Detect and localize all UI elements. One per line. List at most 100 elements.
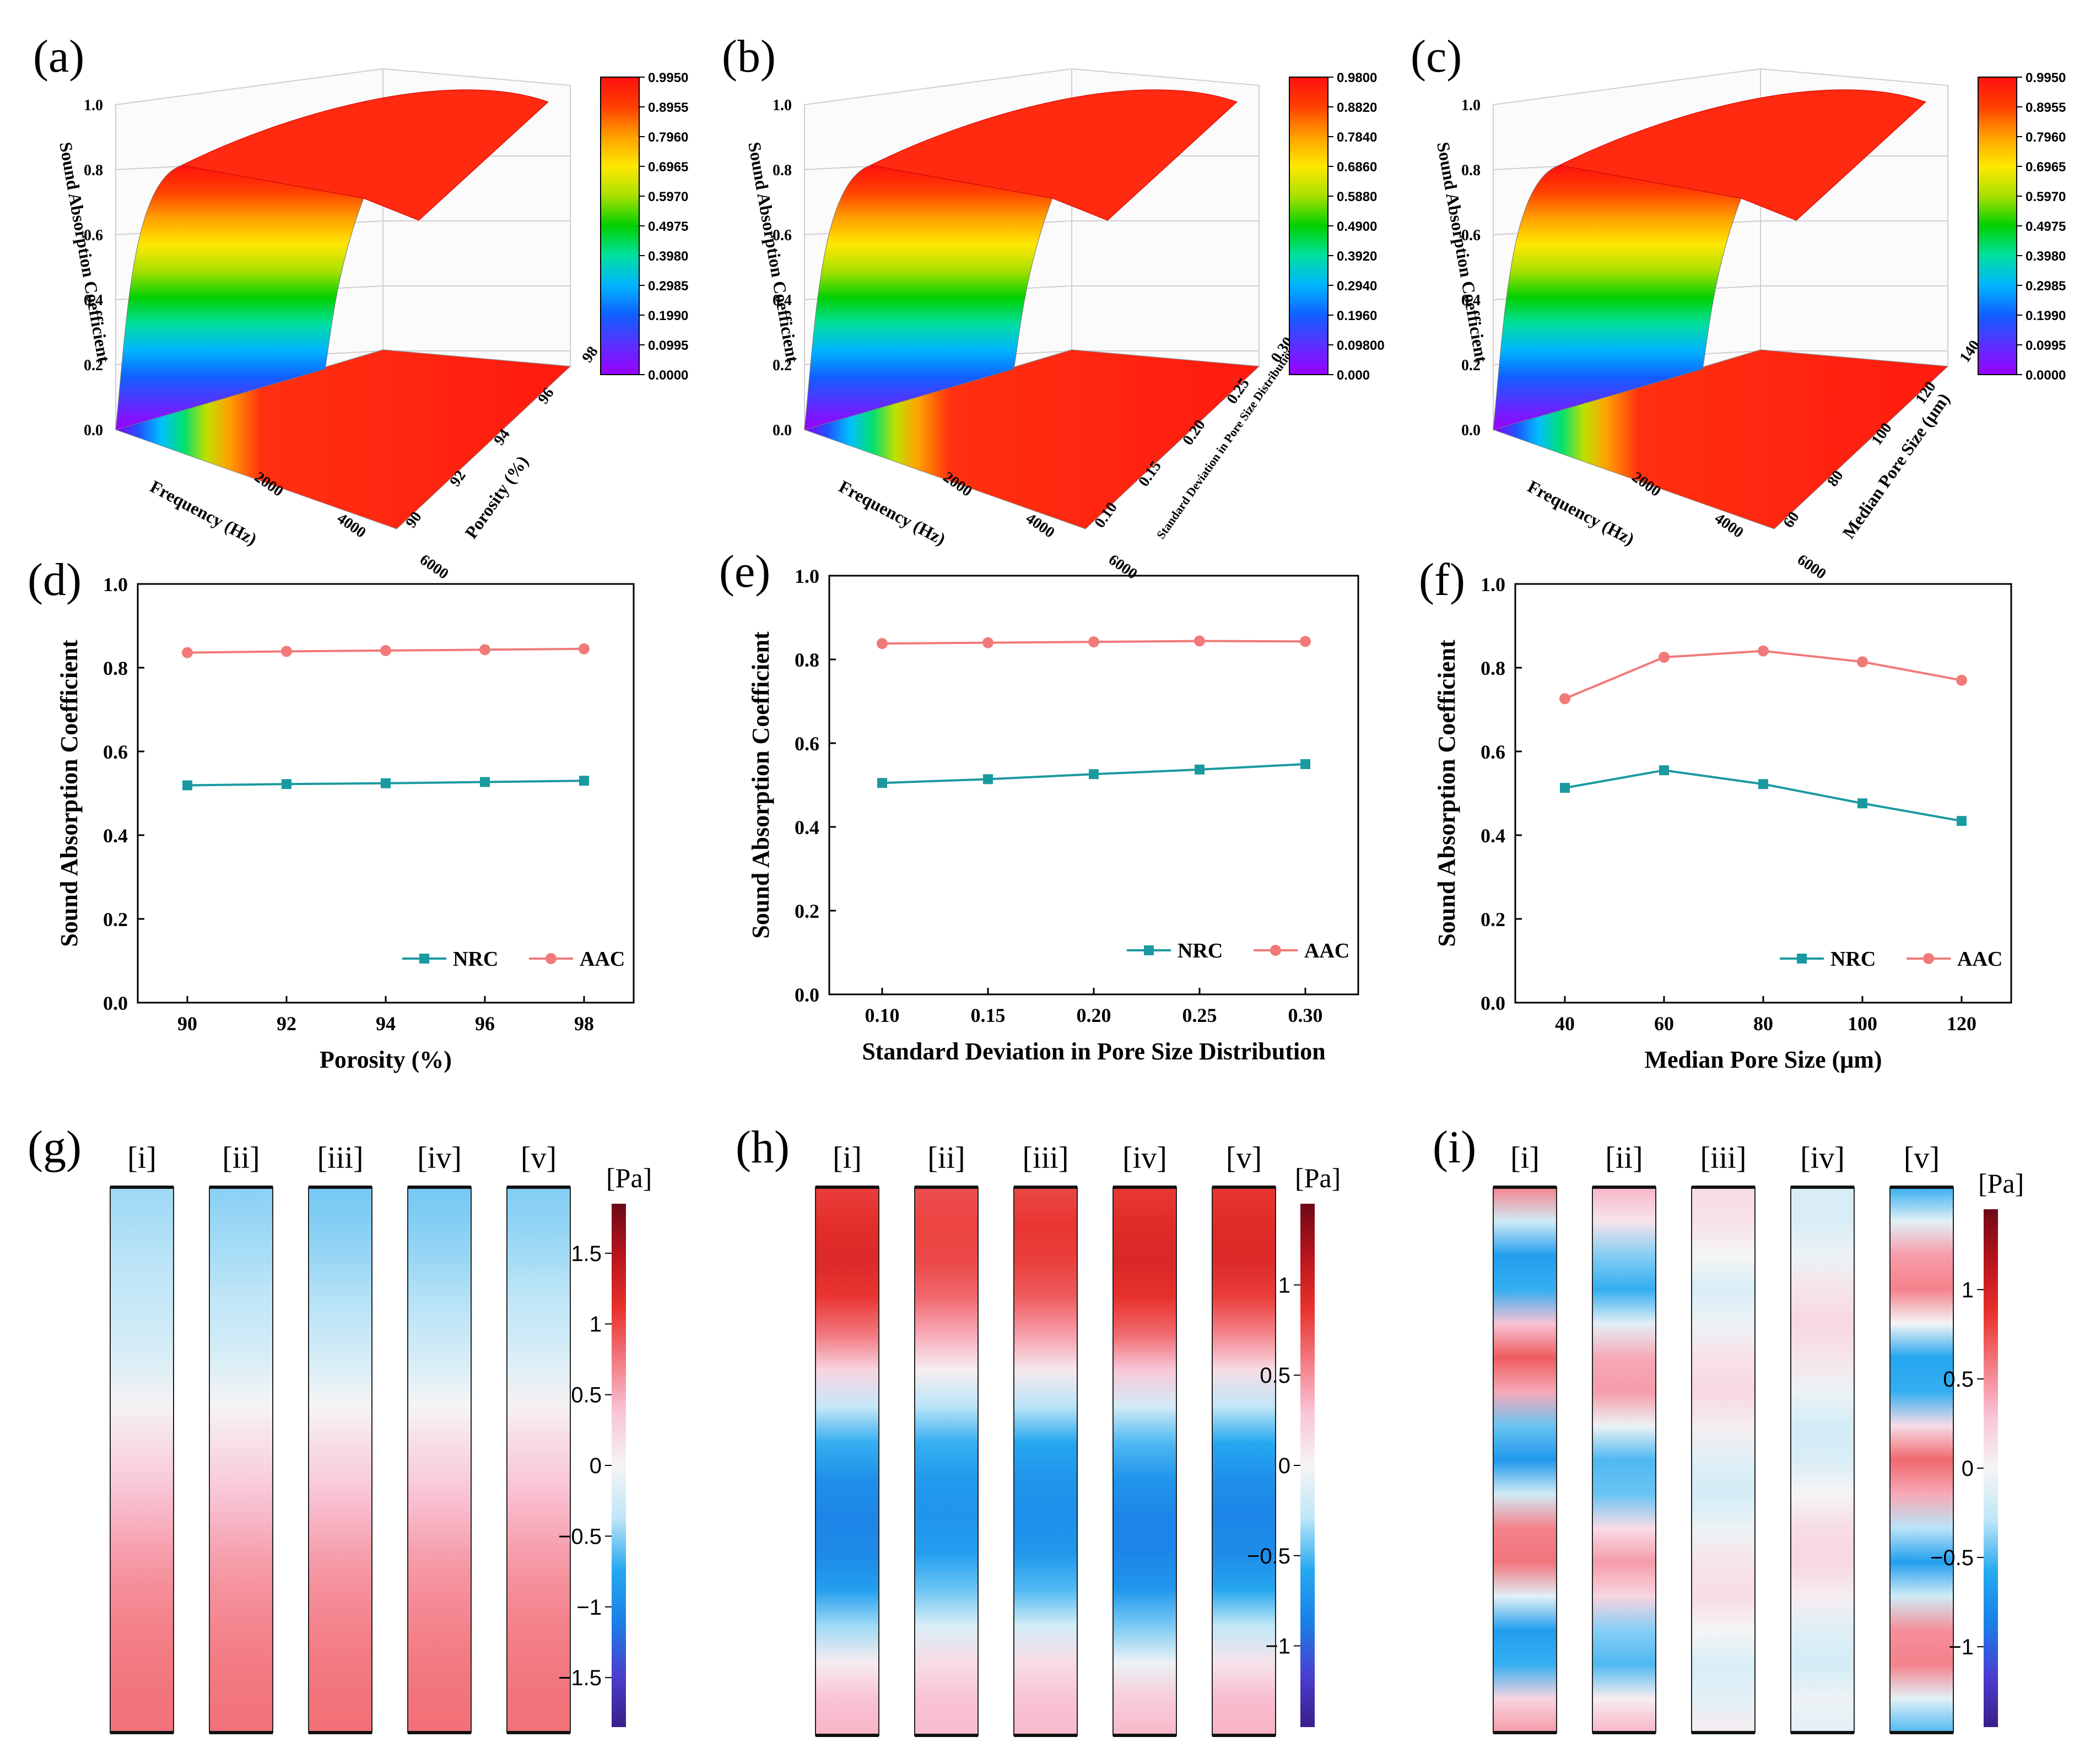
y-tick-label: 0.6 (1481, 741, 1505, 763)
column-label: [iv] (417, 1141, 462, 1175)
column-label: [v] (1904, 1141, 1940, 1175)
column-label: [v] (1226, 1141, 1262, 1175)
column-label: [iii] (1700, 1141, 1747, 1175)
colorbar-tick-label: 0 (590, 1454, 602, 1478)
nrc-marker (1857, 798, 1867, 809)
unit-label: [Pa] (1978, 1168, 2024, 1199)
field-column (506, 1187, 571, 1733)
nrc-line (1564, 769, 1962, 823)
nrc-marker (1089, 769, 1099, 780)
nrc-marker (381, 778, 391, 788)
column-label: [ii] (1605, 1141, 1643, 1175)
colorbar-tick-label: 0 (1962, 1457, 1974, 1481)
colorbar (600, 77, 640, 375)
x-tick-label: 94 (376, 1013, 396, 1035)
x-axis-label: Standard Deviation in Pore Size Distribu… (862, 1038, 1325, 1065)
colorbar-tick-label: 0.7960 (648, 130, 688, 145)
y-tick-label: 0.8 (795, 649, 819, 671)
line-chart-e: (e) 0.0 0.2 0.4 0.6 0.8 1.0 0.10 0.15 0.20 0.25 0.3… (719, 546, 1359, 1065)
colorbar-tick-label: 0.5880 (1337, 190, 1377, 204)
colorbar-tick-label: 0.5 (571, 1383, 602, 1408)
nrc-marker (282, 779, 291, 789)
colorbar (1978, 77, 2017, 375)
colorbar-tick-label: 0.6965 (2026, 160, 2066, 175)
panel-label: (b) (722, 31, 776, 82)
z-tick-label: 0.2 (84, 357, 103, 374)
colorbar-tick-label: 0.9800 (1337, 71, 1377, 85)
x-tick-label: 92 (277, 1013, 296, 1035)
y-tick-label: 1.0 (103, 573, 128, 596)
y-axis-label: Sound Absorption Coefficient (56, 640, 83, 947)
colorbar-tick-label: −0.5 (1247, 1544, 1290, 1568)
y-tick-label: 0.4 (795, 816, 819, 838)
pressure-field-i: (i) [i] [ii] [iii] [iv] [v] [Pa] 1 0.5 0 −0.5 −1 (1433, 1122, 2024, 1734)
colorbar-tick-label: 0.9950 (2026, 71, 2066, 85)
y-tick-label: 0.0 (103, 992, 128, 1014)
colorbar-tick-label: 0.4975 (2026, 219, 2066, 234)
colorbar-tick-label: 0.5970 (2026, 190, 2066, 204)
colorbar-tick-label: 1.5 (571, 1242, 602, 1266)
panel-label: (a) (33, 31, 84, 82)
colorbar-tick-label: −1 (1948, 1635, 1974, 1659)
field-column (1212, 1187, 1276, 1736)
field-column (1592, 1187, 1656, 1733)
surface-wall (804, 165, 1053, 430)
aac-marker (380, 645, 391, 656)
legend-marker (1797, 954, 1807, 964)
x-tick-label: 120 (1947, 1013, 1976, 1035)
legend-label: AAC (1957, 948, 2002, 971)
nrc-marker (983, 774, 993, 784)
panel-label: (e) (719, 546, 770, 597)
z-tick-label: 0.2 (1461, 357, 1481, 374)
legend-label: AAC (1304, 939, 1349, 962)
nrc-marker (877, 778, 887, 788)
nrc-marker (1560, 783, 1570, 793)
aac-line (1564, 650, 1962, 700)
colorbar-tick-label: 0.3980 (2026, 249, 2066, 264)
colorbar-tick-label: −1 (576, 1595, 602, 1620)
x-tick-label: 0.15 (971, 1004, 1006, 1026)
aac-marker (1659, 652, 1670, 663)
colorbar-tick-label: 1 (1962, 1278, 1974, 1302)
x-tick-label: 60 (1654, 1013, 1674, 1035)
field-colorbar (1300, 1204, 1315, 1727)
legend-label: AAC (580, 948, 625, 971)
colorbar-tick-label: 1 (1278, 1273, 1290, 1297)
colorbar-tick-label: −0.5 (558, 1524, 602, 1549)
y-tick-label: 0.0 (1481, 992, 1505, 1014)
x-tick-label: 0.25 (1182, 1004, 1217, 1026)
aac-marker (1194, 635, 1205, 647)
column-label: [v] (521, 1141, 557, 1175)
surface-plateau (181, 89, 549, 221)
z-tick-label: 0.4 (84, 292, 103, 309)
colorbar-tick-label: 0.4900 (1337, 219, 1377, 234)
y-tick-label: 0.8 (103, 657, 128, 679)
panel-label: (f) (1419, 554, 1465, 605)
field-colorbar (612, 1204, 626, 1727)
unit-label: [Pa] (606, 1162, 652, 1193)
colorbar-tick-label: −1 (1265, 1635, 1290, 1659)
aac-marker (479, 644, 490, 656)
colorbar-tick-label: 0.5 (1260, 1363, 1290, 1388)
colorbar-tick-label: 0.0000 (2026, 368, 2066, 383)
legend-label: NRC (1830, 948, 1876, 971)
y-axis-label: Sound Absorption Coefficient (747, 631, 774, 939)
column-label: [ii] (927, 1141, 965, 1175)
aac-marker (1758, 645, 1769, 657)
colorbar-tick-label: 0.2940 (1337, 279, 1377, 294)
legend-marker (1144, 945, 1154, 955)
colorbar-tick-label: 0.5970 (648, 190, 688, 204)
z-tick-label: 1.0 (1461, 97, 1481, 114)
colorbar-tick-label: 0.0995 (2026, 338, 2066, 353)
field-column (1790, 1187, 1855, 1733)
surface-wall (1493, 165, 1742, 430)
z-tick-label: 0.2 (773, 357, 792, 374)
z-tick-label: 0.6 (1461, 227, 1481, 244)
x-tick-label: 0.10 (865, 1004, 900, 1026)
x-axis-label: Frequency (Hz) (1525, 476, 1638, 549)
z-tick-label: 0.8 (84, 162, 103, 179)
panel-label: (i) (1433, 1122, 1476, 1173)
x-tick-label: 6000 (1794, 551, 1829, 583)
